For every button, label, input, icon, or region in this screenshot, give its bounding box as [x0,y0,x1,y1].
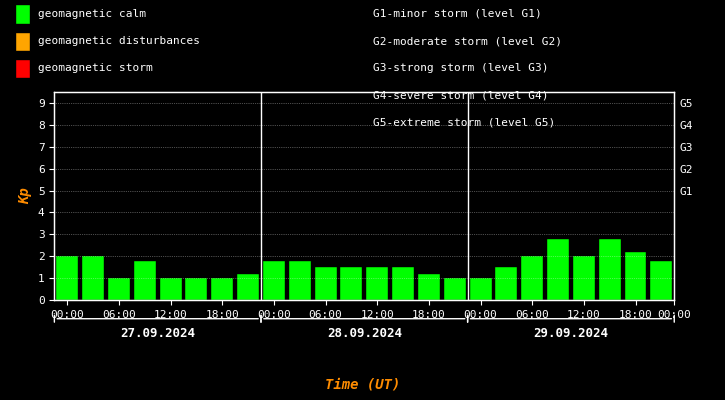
Bar [341,267,362,300]
Text: 27.09.2024: 27.09.2024 [120,327,195,340]
Bar [470,278,492,300]
Bar [392,267,414,300]
Text: 28.09.2024: 28.09.2024 [327,327,402,340]
Bar [650,260,672,300]
Bar [82,256,104,300]
Bar [57,256,78,300]
Text: Time (UT): Time (UT) [325,378,400,392]
Bar [134,260,156,300]
Bar [160,278,181,300]
Bar [315,267,336,300]
Bar [573,256,594,300]
Bar [521,256,543,300]
Text: G5-extreme storm (level G5): G5-extreme storm (level G5) [373,118,555,128]
Bar [444,278,465,300]
Bar [624,252,647,300]
Text: geomagnetic disturbances: geomagnetic disturbances [38,36,199,46]
Y-axis label: Kp: Kp [18,188,33,204]
Bar [418,274,440,300]
Bar [108,278,130,300]
Text: G2-moderate storm (level G2): G2-moderate storm (level G2) [373,36,563,46]
Bar [289,260,311,300]
Text: geomagnetic calm: geomagnetic calm [38,9,146,19]
Bar [599,239,621,300]
Text: G4-severe storm (level G4): G4-severe storm (level G4) [373,91,549,101]
Text: geomagnetic storm: geomagnetic storm [38,64,152,74]
Bar [547,239,569,300]
Bar [495,267,518,300]
Bar [263,260,285,300]
Bar [237,274,259,300]
Bar [211,278,233,300]
Bar [186,278,207,300]
Bar [366,267,388,300]
Text: G1-minor storm (level G1): G1-minor storm (level G1) [373,9,542,19]
Text: G3-strong storm (level G3): G3-strong storm (level G3) [373,64,549,74]
Text: 29.09.2024: 29.09.2024 [534,327,608,340]
